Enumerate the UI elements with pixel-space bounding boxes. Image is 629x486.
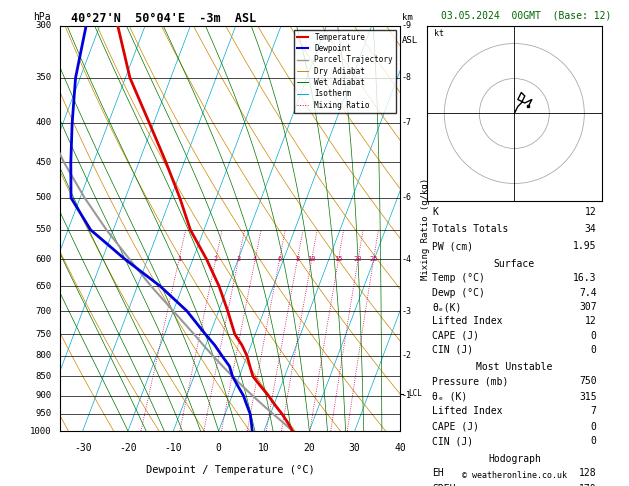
Text: 4: 4	[253, 256, 257, 262]
Text: 20: 20	[354, 256, 362, 262]
Text: 300: 300	[35, 21, 52, 31]
Text: Surface: Surface	[494, 259, 535, 269]
Text: © weatheronline.co.uk: © weatheronline.co.uk	[462, 471, 567, 480]
Text: 2: 2	[214, 256, 218, 262]
Text: 500: 500	[35, 193, 52, 202]
Text: 12: 12	[585, 207, 596, 217]
Text: 307: 307	[579, 302, 596, 312]
Text: CAPE (J): CAPE (J)	[432, 421, 479, 432]
Text: -30: -30	[74, 443, 91, 453]
Text: 800: 800	[35, 351, 52, 361]
Text: 6: 6	[277, 256, 282, 262]
Text: Dewpoint / Temperature (°C): Dewpoint / Temperature (°C)	[146, 466, 314, 475]
Text: 700: 700	[35, 307, 52, 315]
Text: 1000: 1000	[30, 427, 52, 435]
Text: 8: 8	[296, 256, 299, 262]
Text: Totals Totals: Totals Totals	[432, 224, 508, 234]
Text: 650: 650	[35, 281, 52, 291]
Text: CIN (J): CIN (J)	[432, 436, 473, 447]
Text: 30: 30	[349, 443, 360, 453]
Text: 0: 0	[216, 443, 221, 453]
Text: -10: -10	[165, 443, 182, 453]
Text: 750: 750	[579, 377, 596, 386]
Text: 40: 40	[394, 443, 406, 453]
Text: CAPE (J): CAPE (J)	[432, 330, 479, 341]
Text: CIN (J): CIN (J)	[432, 345, 473, 355]
Text: km: km	[402, 13, 413, 22]
Text: 20: 20	[303, 443, 315, 453]
Text: 750: 750	[35, 330, 52, 339]
Text: Lifted Index: Lifted Index	[432, 316, 503, 326]
Text: 7: 7	[591, 406, 596, 417]
Text: 900: 900	[35, 391, 52, 400]
Text: 40°27'N  50°04'E  -3m  ASL: 40°27'N 50°04'E -3m ASL	[71, 12, 256, 25]
Text: -20: -20	[119, 443, 137, 453]
Text: 34: 34	[585, 224, 596, 234]
Text: θₑ(K): θₑ(K)	[432, 302, 462, 312]
Text: 350: 350	[35, 73, 52, 82]
Text: 0: 0	[591, 330, 596, 341]
Text: 0: 0	[591, 421, 596, 432]
Text: -1: -1	[402, 391, 412, 400]
Text: -7: -7	[402, 118, 412, 127]
Text: 950: 950	[35, 409, 52, 418]
Text: 1.95: 1.95	[573, 242, 596, 251]
Text: hPa: hPa	[33, 12, 50, 22]
Text: 0: 0	[591, 436, 596, 447]
Text: -4: -4	[402, 255, 412, 264]
Text: EH: EH	[432, 469, 444, 479]
Text: 600: 600	[35, 255, 52, 264]
Text: 15: 15	[334, 256, 343, 262]
Text: 25: 25	[369, 256, 378, 262]
Text: -6: -6	[402, 193, 412, 202]
Text: 170: 170	[579, 484, 596, 486]
Text: Hodograph: Hodograph	[488, 453, 541, 464]
Text: -2: -2	[402, 351, 412, 361]
Text: PW (cm): PW (cm)	[432, 242, 473, 251]
Text: -8: -8	[402, 73, 412, 82]
Text: Most Unstable: Most Unstable	[476, 362, 552, 371]
Text: kt: kt	[434, 30, 444, 38]
Text: -9: -9	[402, 21, 412, 31]
Text: 3: 3	[237, 256, 241, 262]
Text: 450: 450	[35, 158, 52, 167]
Text: 12: 12	[585, 316, 596, 326]
Text: LCL: LCL	[408, 389, 423, 398]
Text: 7.4: 7.4	[579, 288, 596, 298]
Text: 1: 1	[177, 256, 181, 262]
Text: 550: 550	[35, 226, 52, 234]
Text: Temp (°C): Temp (°C)	[432, 274, 485, 283]
Text: Dewp (°C): Dewp (°C)	[432, 288, 485, 298]
Text: 0: 0	[591, 345, 596, 355]
Text: 10: 10	[308, 256, 316, 262]
Text: 400: 400	[35, 118, 52, 127]
Text: 03.05.2024  00GMT  (Base: 12): 03.05.2024 00GMT (Base: 12)	[442, 11, 611, 21]
Text: 128: 128	[579, 469, 596, 479]
Text: SREH: SREH	[432, 484, 455, 486]
Text: -3: -3	[402, 307, 412, 315]
Text: 16.3: 16.3	[573, 274, 596, 283]
Text: 10: 10	[258, 443, 270, 453]
Text: ASL: ASL	[402, 36, 418, 45]
Text: K: K	[432, 207, 438, 217]
Text: Mixing Ratio (g/kg): Mixing Ratio (g/kg)	[421, 177, 430, 279]
Text: 850: 850	[35, 372, 52, 381]
Text: 315: 315	[579, 392, 596, 401]
Text: θₑ (K): θₑ (K)	[432, 392, 467, 401]
Legend: Temperature, Dewpoint, Parcel Trajectory, Dry Adiabat, Wet Adiabat, Isotherm, Mi: Temperature, Dewpoint, Parcel Trajectory…	[294, 30, 396, 113]
Text: Lifted Index: Lifted Index	[432, 406, 503, 417]
Text: Pressure (mb): Pressure (mb)	[432, 377, 508, 386]
